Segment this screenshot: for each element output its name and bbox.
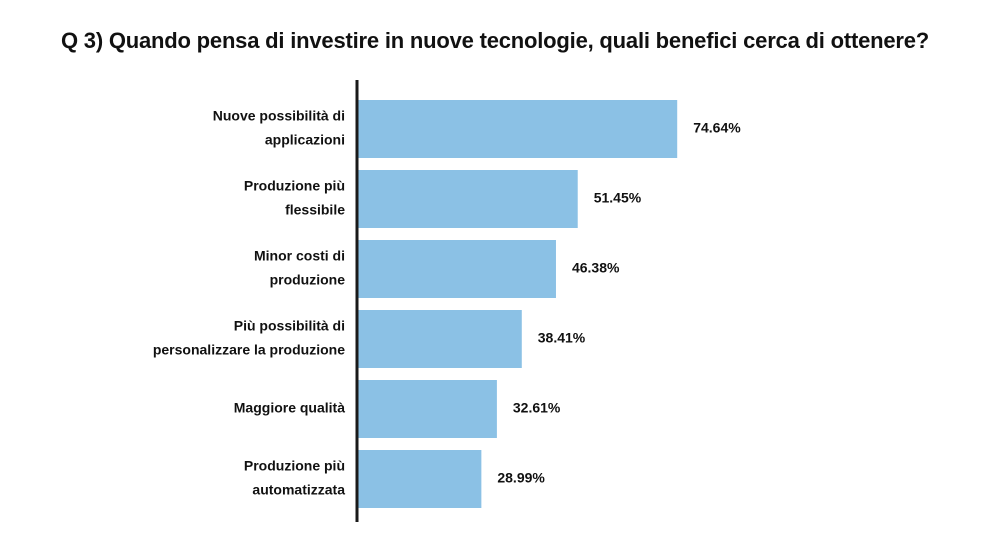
value-label-6: 28.99% [497,470,545,486]
category-label-1: Nuove possibilità di applicazioni [213,108,345,148]
category-label-line: Nuove possibilità di [213,108,345,124]
category-label-6: Produzione più automatizzata [244,458,345,498]
category-label-line: flessibile [285,202,345,218]
category-label-5: Maggiore qualità [234,400,345,416]
bar-5 [357,380,497,438]
category-label-line: Produzione più [244,458,345,474]
bar-4 [357,310,522,368]
category-label-line: applicazioni [265,132,345,148]
value-label-3: 46.38% [572,260,620,276]
category-label-line: Maggiore qualità [234,400,345,416]
category-label-4: Più possibilità di personalizzare la prod… [153,318,345,358]
bars-layer [357,100,678,508]
value-labels-layer: 74.64% 51.45% 46.38% 38.41% 32.61% 28.99% [497,120,741,486]
category-label-line: Produzione più [244,178,345,194]
category-label-line: Più possibilità di [234,318,345,334]
category-label-line: automatizzata [252,482,345,498]
category-label-line: Minor costi di [254,248,345,264]
category-label-2: Produzione più flessibile [244,178,345,218]
category-label-line: produzione [270,272,346,288]
chart-title: Q 3) Quando pensa di investire in nuove … [60,28,930,53]
category-labels-layer: Nuove possibilità di applicazioni Produzio… [153,108,345,498]
category-label-3: Minor costi di produzione [254,248,345,288]
value-label-5: 32.61% [513,400,561,416]
bar-2 [357,170,578,228]
value-label-1: 74.64% [693,120,741,136]
category-label-line: personalizzare la produzione [153,342,345,358]
bar-3 [357,240,556,298]
bar-6 [357,450,482,508]
value-label-4: 38.41% [538,330,586,346]
value-label-2: 51.45% [594,190,642,206]
bar-1 [357,100,678,158]
